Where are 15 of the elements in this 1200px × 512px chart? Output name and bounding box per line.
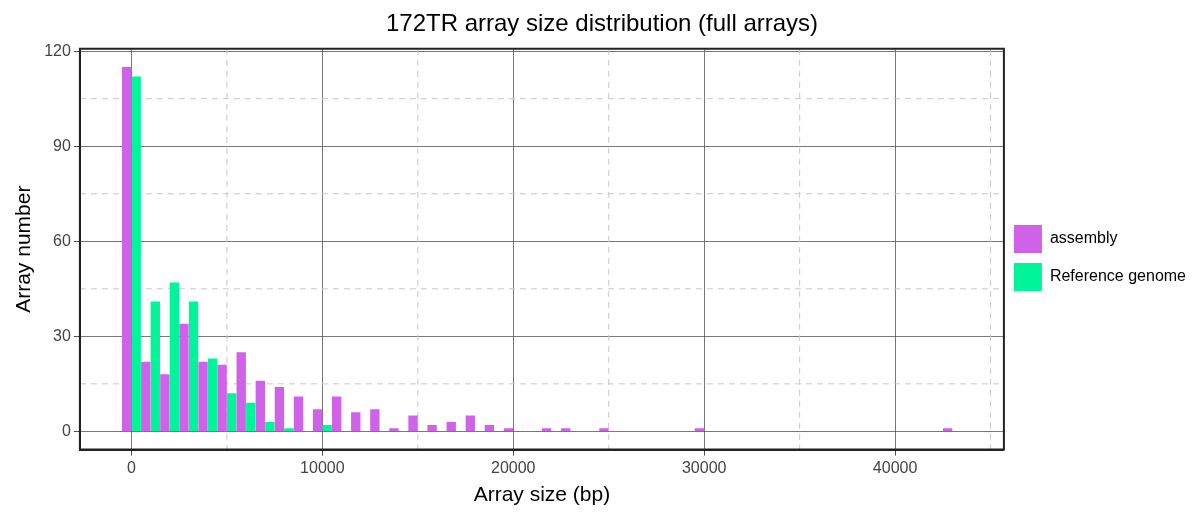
y-tick-label: 120: [44, 41, 71, 59]
legend-label: Reference genome: [1049, 267, 1187, 285]
y-tick-label: 90: [53, 136, 71, 154]
x-tick-label: 20000: [491, 458, 536, 476]
x-tick-label: 10000: [300, 458, 345, 476]
y-axis-title: Array number: [11, 185, 35, 313]
y-tick-label: 0: [61, 421, 71, 439]
chart-title: 172TR array size distribution (full arrays): [385, 9, 819, 37]
x-axis-title: Array size (bp): [473, 482, 611, 506]
x-tick-label: 0: [126, 458, 136, 476]
x-tick-label: 30000: [681, 458, 727, 476]
y-tick-label: 60: [53, 231, 71, 249]
x-tick-label: 40000: [872, 458, 918, 476]
y-tick-label: 30: [53, 326, 71, 344]
legend-label: assembly: [1049, 229, 1118, 247]
